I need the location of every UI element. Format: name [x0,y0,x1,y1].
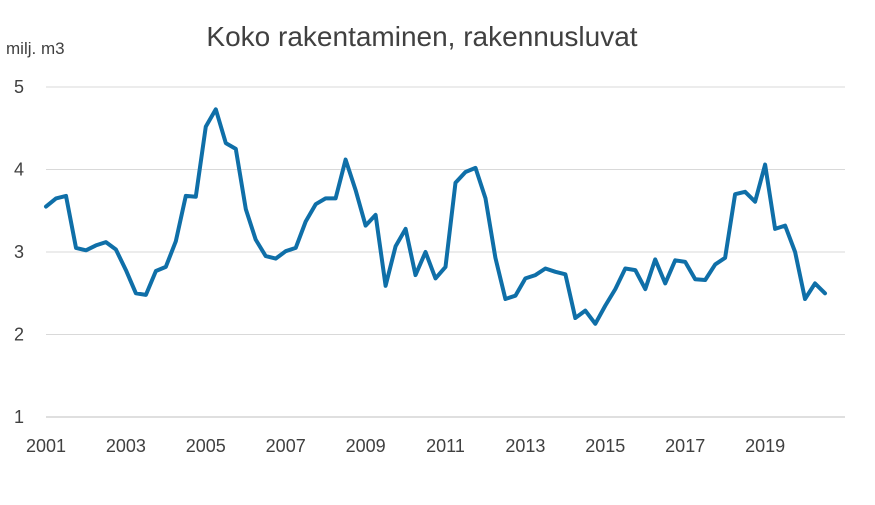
y-axis-unit-label: milj. m3 [6,39,65,58]
y-tick-label: 2 [14,325,24,345]
y-tick-label: 5 [14,77,24,97]
x-tick-label: 2003 [106,436,146,456]
y-tick-label: 3 [14,242,24,262]
x-tick-label: 2001 [26,436,66,456]
x-tick-label: 2015 [585,436,625,456]
x-tick-label: 2007 [266,436,306,456]
y-tick-label: 1 [14,407,24,427]
x-tick-label: 2011 [426,436,465,456]
x-tick-label: 2005 [186,436,226,456]
x-tick-label: 2017 [665,436,705,456]
x-axis-tick-labels: 2001 2003 2005 2007 2009 2011 2013 2015 2017 2019 [26,436,785,456]
x-tick-label: 2013 [505,436,545,456]
x-tick-label: 2009 [346,436,386,456]
x-tick-label: 2019 [745,436,785,456]
y-tick-label: 4 [14,160,24,180]
series-line [44,107,827,326]
y-axis-tick-labels: 1 2 3 4 5 [14,77,24,427]
chart-title: Koko rakentaminen, rakennusluvat [206,21,637,52]
